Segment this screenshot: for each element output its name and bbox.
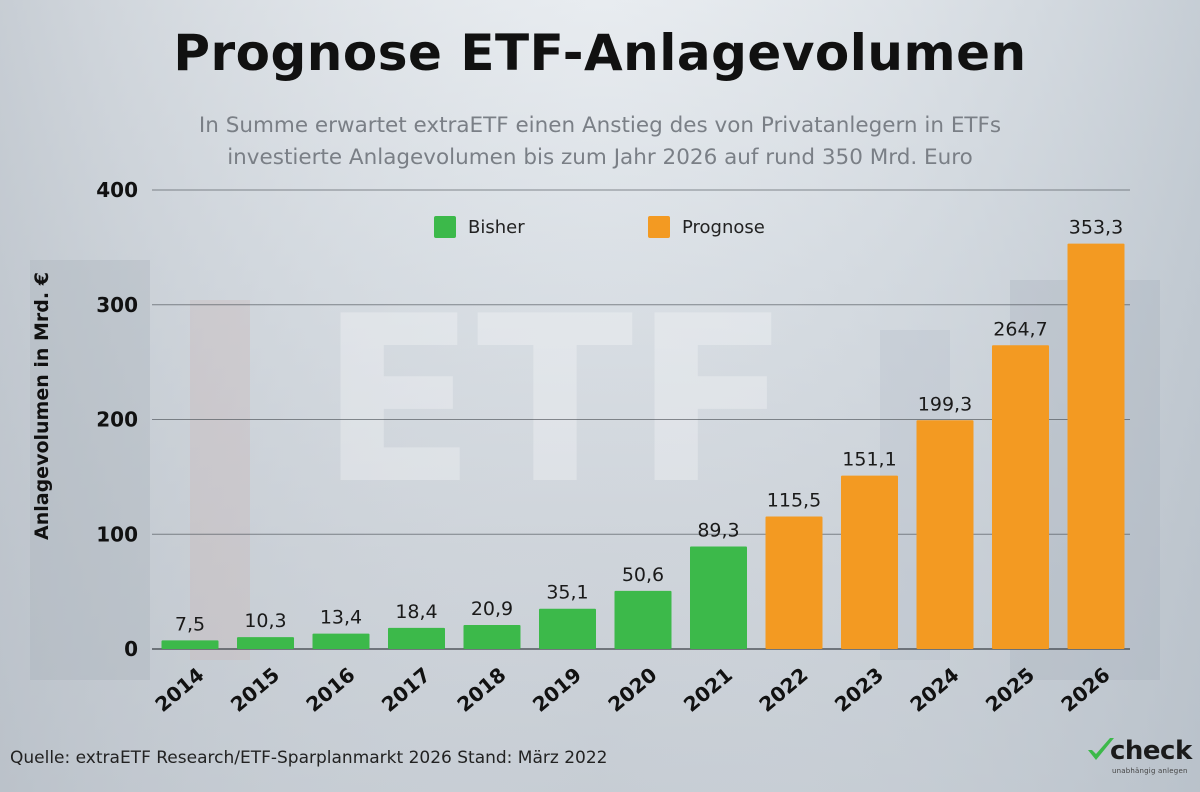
x-tick-label: 2016 — [301, 663, 359, 717]
x-tick-label: 2021 — [679, 663, 737, 717]
bar-prognose-2025 — [992, 345, 1049, 649]
data-label: 10,3 — [244, 610, 286, 632]
legend-swatch-prognose — [648, 216, 670, 238]
bar-prognose-2024 — [916, 420, 974, 649]
x-tick-label: 2018 — [452, 663, 510, 717]
bar-bisher-2018 — [463, 625, 521, 649]
x-tick-label: 2020 — [603, 663, 661, 717]
data-label: 50,6 — [622, 564, 664, 586]
bar-bisher-2019 — [539, 608, 596, 649]
chart-title: Prognose ETF-Anlagevolumen — [173, 24, 1027, 82]
x-tick-label: 2015 — [226, 663, 284, 717]
x-tick-label: 2014 — [150, 663, 208, 717]
checkmark-icon — [1088, 738, 1114, 760]
data-label: 13,4 — [320, 607, 362, 629]
bar-bisher-2020 — [614, 590, 672, 649]
data-label: 18,4 — [395, 601, 437, 623]
etf-watermark: ETF — [319, 268, 790, 535]
data-label: 89,3 — [697, 520, 739, 542]
bar-bisher-2014 — [161, 640, 219, 649]
bar-bisher-2017 — [388, 627, 445, 649]
data-label: 151,1 — [842, 449, 896, 471]
y-tick-label: 400 — [96, 178, 138, 202]
vcheck-logo: check unabhängig anlegen — [1086, 736, 1192, 780]
legend-item-bisher: Bisher — [434, 216, 525, 238]
y-tick-label: 100 — [96, 522, 138, 546]
subtitle-line-2: investierte Anlagevolumen bis zum Jahr 2… — [227, 145, 973, 170]
bar-bisher-2015 — [237, 637, 294, 649]
x-tick-label: 2017 — [377, 663, 435, 717]
bar-prognose-2023 — [841, 475, 898, 649]
x-tick-label: 2022 — [754, 663, 812, 717]
legend-label-prognose: Prognose — [682, 216, 765, 238]
bar-bisher-2021 — [690, 546, 747, 649]
data-label: 199,3 — [918, 393, 972, 415]
x-tick-label: 2024 — [905, 663, 963, 717]
legend-item-prognose: Prognose — [648, 216, 765, 238]
bar-prognose-2022 — [765, 516, 823, 649]
y-tick-label: 300 — [96, 293, 138, 317]
x-tick-label: 2019 — [528, 663, 586, 717]
data-label: 35,1 — [546, 582, 588, 604]
legend-label-bisher: Bisher — [468, 216, 525, 238]
data-label: 115,5 — [767, 489, 821, 511]
logo-tagline: unabhängig anlegen — [1112, 767, 1188, 775]
y-tick-label: 0 — [124, 637, 138, 661]
y-tick-label: 200 — [96, 408, 138, 432]
x-tick-label: 2023 — [830, 663, 888, 717]
x-tick-label: 2026 — [1056, 663, 1114, 717]
chart-subtitle: In Summe erwartet extraETF einen Anstieg… — [0, 110, 1200, 174]
data-label: 20,9 — [471, 598, 513, 620]
source-note: Quelle: extraETF Research/ETF-Sparplanma… — [10, 748, 608, 768]
legend-swatch-bisher — [434, 216, 456, 238]
data-label: 7,5 — [175, 613, 205, 635]
bar-bisher-2016 — [312, 633, 370, 649]
data-label: 264,7 — [993, 318, 1047, 340]
data-label: 353,3 — [1069, 217, 1123, 239]
subtitle-line-1: In Summe erwartet extraETF einen Anstieg… — [198, 113, 1002, 138]
x-tick-label: 2025 — [981, 663, 1039, 717]
bar-prognose-2026 — [1067, 243, 1125, 649]
logo-wordmark: check — [1110, 736, 1192, 766]
